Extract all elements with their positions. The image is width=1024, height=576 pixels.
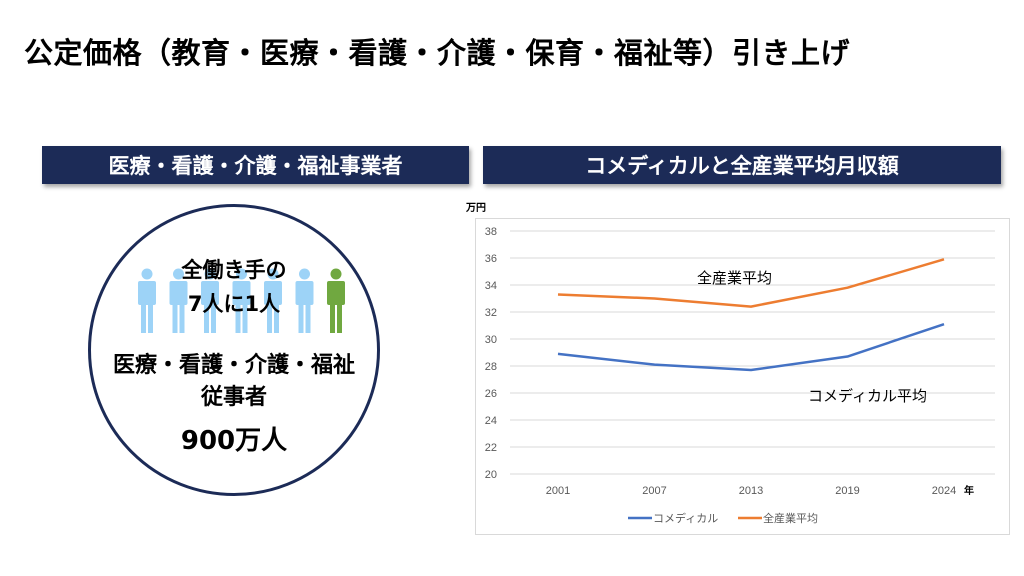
y-tick-label: 32 — [485, 307, 497, 319]
series-annotation: コメディカル平均 — [808, 387, 927, 405]
person-leg — [204, 303, 209, 333]
person-icon — [295, 268, 314, 333]
person-icon — [201, 268, 219, 333]
people-icons — [138, 268, 345, 333]
person-leg — [148, 303, 153, 333]
legend-label: コメディカル — [653, 511, 718, 525]
circle-line1: 全働き手の — [181, 258, 287, 282]
y-tick-label: 26 — [485, 388, 497, 400]
slide-title: 公定価格（教育・医療・看護・介護・保育・福祉等）引き上げ — [24, 36, 851, 70]
person-body — [327, 281, 345, 305]
person-body — [232, 281, 251, 305]
y-tick-label: 28 — [485, 361, 497, 373]
y-tick-label: 22 — [485, 442, 497, 454]
person-leg — [172, 303, 178, 333]
circle-line5: 900万人 — [180, 426, 288, 456]
person-leg — [337, 303, 342, 333]
person-head — [236, 268, 247, 280]
person-icon — [169, 268, 188, 333]
person-leg — [267, 303, 272, 333]
circle-line3: 医療・看護・介護・福祉 — [112, 353, 355, 378]
person-body — [295, 281, 314, 305]
stat-circle — [88, 204, 380, 496]
person-head — [141, 268, 153, 280]
series-line — [557, 322, 945, 372]
x-tick-label: 2019 — [835, 485, 859, 497]
person-head — [267, 268, 279, 280]
legend-label: 全産業平均 — [763, 511, 818, 525]
person-body — [201, 281, 219, 305]
y-tick-label: 20 — [485, 469, 497, 481]
person-leg — [274, 303, 279, 333]
x-tick-label: 2007 — [642, 485, 666, 497]
person-leg — [235, 303, 241, 333]
person-leg — [242, 303, 248, 333]
person-icon — [138, 268, 156, 333]
right-section-header: コメディカルと全産業平均月収額 — [483, 146, 1001, 184]
y-tick-label: 34 — [485, 280, 497, 292]
person-leg — [141, 303, 146, 333]
y-tick-label: 30 — [485, 334, 497, 346]
series-annotation: 全産業平均 — [697, 269, 772, 287]
person-icon — [232, 268, 251, 333]
person-body — [138, 281, 156, 305]
y-tick-label: 24 — [485, 415, 497, 427]
y-tick-label: 38 — [485, 226, 497, 238]
person-leg — [211, 303, 216, 333]
person-icon — [264, 268, 282, 333]
person-head — [330, 268, 342, 280]
x-tick-label: 2013 — [739, 485, 763, 497]
circle-line2: 7人に1人 — [187, 292, 281, 316]
person-leg — [305, 303, 311, 333]
circle-line4: 従事者 — [200, 385, 267, 410]
person-head — [204, 268, 216, 280]
person-leg — [179, 303, 185, 333]
person-body — [264, 281, 282, 305]
y-tick-label: 36 — [485, 253, 497, 265]
chart-frame — [475, 218, 1010, 535]
x-unit-label: 年 — [964, 484, 974, 497]
person-leg — [298, 303, 304, 333]
y-unit-label: 万円 — [466, 203, 486, 214]
person-head — [299, 268, 310, 280]
person-icon — [327, 268, 345, 333]
x-tick-label: 2024 — [932, 485, 956, 497]
left-section-header: 医療・看護・介護・福祉事業者 — [42, 146, 469, 184]
person-leg — [330, 303, 335, 333]
x-tick-label: 2001 — [546, 485, 570, 497]
person-head — [173, 268, 184, 280]
person-body — [169, 281, 188, 305]
